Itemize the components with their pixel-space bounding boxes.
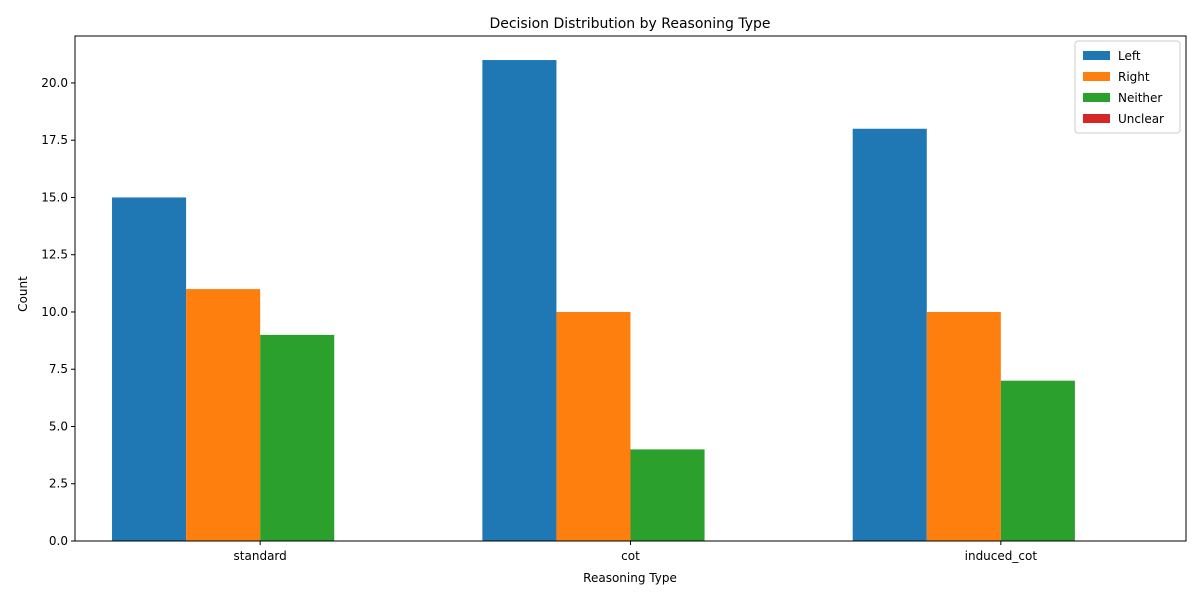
bar-left-induced_cot (852, 128, 927, 541)
bar-neither-standard (260, 334, 335, 541)
y-tick-label: 5.0 (49, 419, 68, 433)
y-tick-label: 20.0 (41, 76, 68, 90)
y-tick-label: 17.5 (41, 133, 68, 147)
bar-neither-induced_cot (1000, 380, 1075, 541)
chart-title: Decision Distribution by Reasoning Type (489, 16, 770, 32)
bar-neither-cot (630, 449, 705, 541)
legend-label-unclear: Unclear (1118, 112, 1164, 126)
legend-label-right: Right (1118, 70, 1150, 84)
legend-swatch-unclear (1083, 114, 1110, 123)
x-tick-label-cot: cot (621, 549, 640, 563)
bar-left-standard (112, 197, 187, 541)
y-tick-label: 12.5 (41, 248, 68, 262)
y-tick-label: 7.5 (49, 362, 68, 376)
legend-swatch-right (1083, 72, 1110, 81)
y-tick-label: 10.0 (41, 305, 68, 319)
axes-layer: 0.0 2.5 5.0 7.5 10.0 12.5 15.0 17.5 20.0 standard… (41, 35, 1187, 563)
y-tick-label: 15.0 (41, 190, 68, 204)
bar-right-induced_cot (926, 311, 1001, 541)
y-axis-label: Count (16, 276, 30, 312)
bars-layer (112, 60, 1075, 542)
y-tick-label: 2.5 (49, 477, 68, 491)
bar-right-cot (556, 311, 631, 541)
legend-box (1074, 40, 1181, 134)
legend-swatch-left (1083, 51, 1110, 60)
bar-left-cot (482, 60, 557, 542)
legend: Left Right Neither Unclear (1074, 40, 1181, 134)
x-tick-label-induced_cot: induced_cot (965, 549, 1038, 563)
legend-swatch-neither (1083, 93, 1110, 102)
y-tick-label: 0.0 (49, 534, 68, 548)
x-axis-label: Reasoning Type (583, 571, 677, 585)
bar-right-standard (186, 289, 261, 541)
legend-label-neither: Neither (1118, 91, 1162, 105)
legend-label-left: Left (1118, 49, 1141, 63)
x-tick-label-standard: standard (234, 549, 287, 563)
